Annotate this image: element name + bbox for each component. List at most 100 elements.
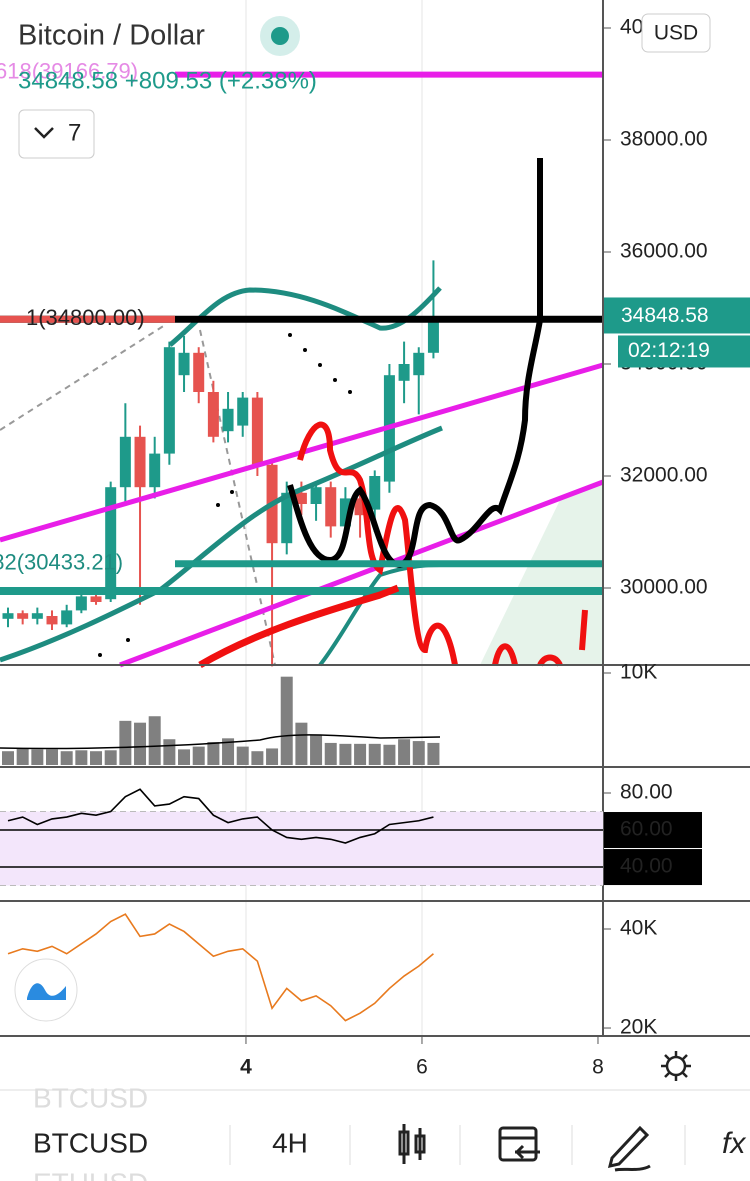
candle-body [31,613,43,619]
date-range-button[interactable] [498,1126,540,1162]
fib-levels: 618(39166.79) 1(34800.00) 382(30433.21) [0,58,603,575]
volume-bar [295,722,308,765]
x-tick-label: 8 [592,1056,604,1079]
currency: USD [654,22,698,45]
candle-body [325,487,337,527]
sar-dot [216,503,220,507]
axes: 40000.0038000.0036000.0034000.0032000.00… [0,13,750,1079]
header: Bitcoin / Dollar 34848.58 +809.53 (+2.38… [18,16,317,159]
volume-bar [134,722,147,765]
volume-bar [310,734,323,765]
y-tick-label: 40.00 [620,855,673,878]
quote: 34848.58 +809.53 (+2.38%) [18,67,317,94]
price-axis-bg [603,0,750,1090]
icon-part [498,1126,538,1162]
volume-bar [119,720,132,765]
symbol-title: Bitcoin / Dollar [18,20,205,52]
volume-bar [280,676,293,765]
level-badge [604,812,702,849]
candle-body [281,492,293,544]
candle-body [251,397,263,465]
logo-icon [27,983,66,1000]
bottom-bar: BTCUSD BTCUSD ETHUSD 4H fx [0,1082,750,1181]
sar-dot [98,653,102,657]
interval-button[interactable]: 4H [272,1127,308,1158]
logo-badge[interactable] [14,958,78,1022]
indicators-button[interactable]: fx [722,1127,746,1160]
candle-body [75,596,87,611]
volume-bar [354,743,367,765]
settings [661,1051,691,1081]
chart-type-button[interactable] [398,1124,426,1164]
candle-body [237,397,249,426]
settings-icon[interactable] [665,1055,687,1077]
candle-body [207,392,219,437]
candle-body [134,436,146,488]
y-tick-label: 80.00 [620,781,673,804]
y-tick-label: 60.00 [620,818,673,841]
ghost-symbol: BTCUSD [33,1082,148,1113]
volume-bar [46,749,59,765]
candle-body [295,492,307,504]
candle-body [413,352,425,376]
sar-dot [318,363,322,367]
separators [0,0,750,1090]
volume-bar [324,742,337,765]
icon-part [514,1144,540,1160]
candle-body [398,364,410,381]
candle-body [105,487,117,600]
obv-line [7,913,434,1022]
dashed-line [0,324,166,431]
level-badge [604,849,702,886]
symbol-button[interactable]: BTCUSD [33,1127,148,1158]
candle-body [354,498,366,516]
y-tick-label: 30000.00 [620,576,708,599]
indicator-toggle[interactable] [18,109,95,159]
volume-bar [104,750,117,765]
candle-body [119,436,131,488]
sar-dot [288,333,292,337]
countdown-badge [618,335,750,368]
volume-bar [207,742,220,765]
sar-dot [303,348,307,352]
volume-bar [75,750,88,765]
candle-body [178,352,190,376]
moving-average [0,425,443,663]
currency-button[interactable] [641,13,711,53]
volume-ma [0,734,441,750]
candle-body [2,613,14,619]
settings-icon-rays [661,1051,691,1081]
countdown: 02:12:19 [628,339,710,362]
dashed-line [199,329,276,666]
volume-bar [192,746,205,765]
candle-body [17,613,29,619]
volume-bar [16,748,29,765]
candle-body [61,610,73,625]
volume-bar [90,751,103,765]
y-tick-label: 38000.00 [620,128,708,151]
logo [14,958,78,1022]
y-tick-label: 36000.00 [620,240,708,263]
draw-button[interactable] [607,1125,651,1172]
candle-body [222,408,234,432]
y-tick-label: 20K [620,1016,657,1039]
candle-body [193,352,205,392]
ghost-symbol: ETHUSD [33,1167,148,1181]
toolbar-bg [0,1090,750,1181]
sar-dot [348,390,352,394]
candle-body [310,487,322,504]
volume-bar [2,751,14,765]
sar-dot [333,378,337,382]
trend-line [119,479,604,668]
sar-dot [126,638,130,642]
candle-body [90,596,102,602]
rsi-line [7,788,434,844]
x-tick-label: 6 [416,1056,428,1079]
rsi-band [0,811,603,886]
freehand-black [287,158,543,569]
y-tick-label: 40K [620,917,657,940]
volume-bar [178,749,191,765]
y-tick-label: 10K [620,661,657,684]
